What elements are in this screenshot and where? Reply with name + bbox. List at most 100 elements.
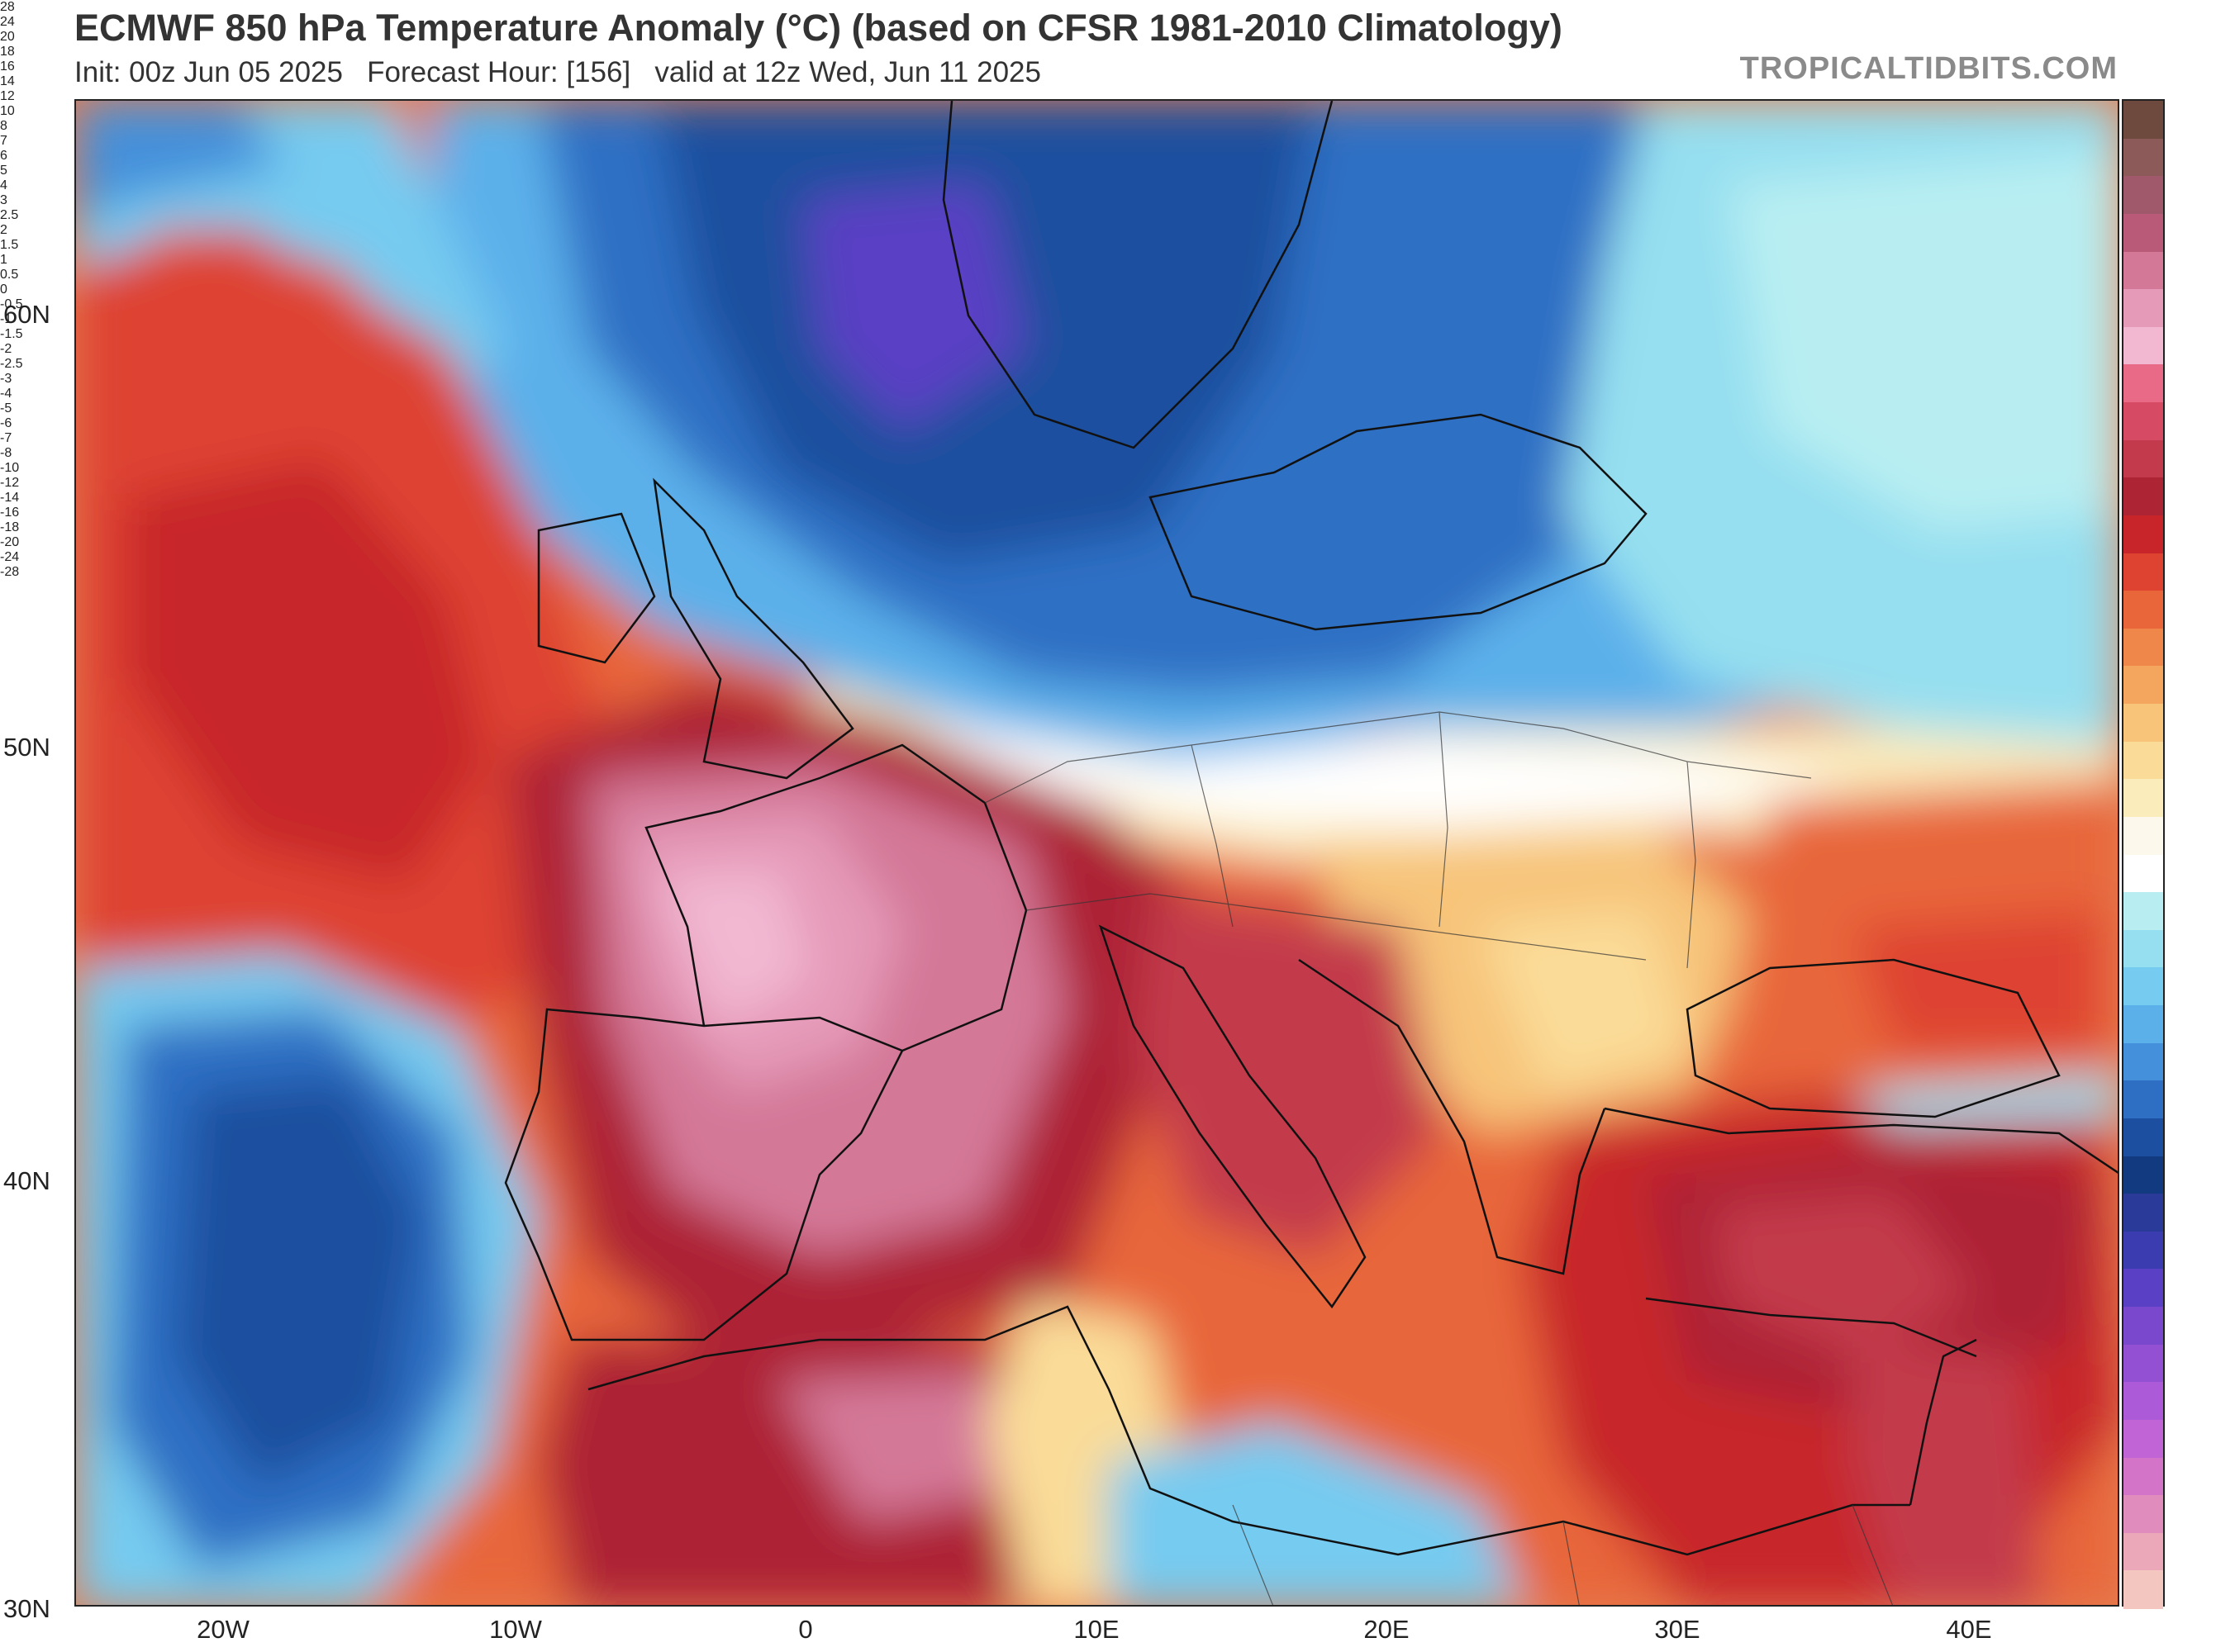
- colorbar-segment: [2123, 1080, 2163, 1119]
- colorbar-segment: [2123, 666, 2163, 705]
- colorbar-segment: [2123, 251, 2163, 291]
- colorbar-label: -14: [0, 491, 20, 505]
- colorbar-segment: [2123, 929, 2163, 969]
- colorbar-label: 10: [0, 104, 15, 118]
- lon-label-10e: 10E: [1073, 1615, 1120, 1644]
- colorbar-segment: [2123, 1005, 2163, 1044]
- colorbar-segment: [2123, 1532, 2163, 1572]
- colorbar-segment: [2123, 1231, 2163, 1270]
- colorbar-segment: [2123, 553, 2163, 592]
- colorbar-label: -7: [0, 431, 12, 445]
- colorbar-label: -4: [0, 387, 12, 401]
- colorbar-segment: [2123, 1118, 2163, 1157]
- map-canvas: [76, 101, 2118, 1605]
- colorbar-label: -16: [0, 506, 20, 520]
- colorbar-label: -8: [0, 446, 12, 460]
- colorbar-segment: [2123, 1307, 2163, 1346]
- colorbar-label: 18: [0, 45, 15, 59]
- colorbar-segment: [2123, 741, 2163, 781]
- colorbar-label: 2: [0, 223, 7, 237]
- colorbar-label: -1: [0, 312, 12, 326]
- colorbar-label: -10: [0, 461, 20, 475]
- border-icon: [984, 711, 1894, 1605]
- colorbar-label: -28: [0, 565, 20, 579]
- lon-label-40e: 40E: [1946, 1615, 1992, 1644]
- colorbar-segment: [2123, 326, 2163, 366]
- colorbar-label: -5: [0, 401, 12, 415]
- colorbar-segment: [2123, 967, 2163, 1006]
- colorbar-label: 0: [0, 282, 7, 297]
- lon-label-0: 0: [798, 1615, 813, 1644]
- colorbar-segment: [2123, 1042, 2163, 1082]
- colorbar-segment: [2123, 1419, 2163, 1459]
- lon-label-20w: 20W: [197, 1615, 250, 1644]
- colorbar-label: 1.5: [0, 238, 19, 252]
- colorbar-label: 2.5: [0, 208, 19, 222]
- lat-label-30n: 30N: [3, 1594, 50, 1623]
- brand-watermark: TROPICALTIDBITS.COM: [1739, 51, 2118, 86]
- colorbar-label: 14: [0, 74, 15, 88]
- colorbar-label: 16: [0, 59, 15, 74]
- colorbar-segment: [2123, 1194, 2163, 1232]
- colorbar-label: -1.5: [0, 327, 23, 341]
- colorbar-segment: [2123, 515, 2163, 554]
- colorbar-label: 12: [0, 89, 15, 103]
- colorbar-label: 7: [0, 134, 7, 148]
- anomaly-field: [76, 101, 2118, 1605]
- colorbar-label: -2: [0, 342, 12, 356]
- colorbar-label: -2.5: [0, 357, 23, 371]
- colorbar-label: 0.5: [0, 268, 19, 282]
- colorbar-label: 28: [0, 0, 15, 14]
- colorbar-labels: 28 24 20 18 16 14 12 10 8 7 6 5 4 3 2.5 2 1.5 1 0.5 0 -0.5 -1…: [0, 0, 2235, 580]
- colorbar-segment: [2123, 1269, 2163, 1308]
- lat-label-50n: 50N: [3, 733, 50, 762]
- colorbar-segment: [2123, 628, 2163, 667]
- colorbar-segment: [2123, 591, 2163, 629]
- lat-label-60n: 60N: [3, 300, 50, 329]
- colorbar-label: -0.5: [0, 297, 23, 311]
- colorbar-segment: [2123, 1156, 2163, 1195]
- colorbar-label: 3: [0, 193, 7, 207]
- colorbar-label: 8: [0, 119, 7, 133]
- chart-title: ECMWF 850 hPa Temperature Anomaly (°C) (…: [74, 7, 1562, 49]
- colorbar-label: 20: [0, 30, 15, 44]
- colorbar-label: -20: [0, 535, 20, 549]
- colorbar-segment: [2123, 439, 2163, 479]
- colorbar-segment: [2123, 1495, 2163, 1534]
- colorbar-segment: [2123, 1457, 2163, 1497]
- lat-label-40n: 40N: [3, 1166, 50, 1195]
- colorbar-segment: [2123, 1344, 2163, 1384]
- colorbar-segment: [2123, 1570, 2163, 1609]
- colorbar-segment: [2123, 138, 2163, 178]
- colorbar-segment: [2123, 854, 2163, 894]
- colorbar-segment: [2123, 289, 2163, 328]
- colorbar: [2122, 99, 2165, 1609]
- colorbar-segment: [2123, 892, 2163, 931]
- colorbar-segment: [2123, 213, 2163, 253]
- colorbar-label: 1: [0, 253, 7, 267]
- colorbar-segment: [2123, 704, 2163, 743]
- colorbar-segment: [2123, 402, 2163, 441]
- colorbar-segment: [2123, 364, 2163, 403]
- lon-label-20e: 20E: [1363, 1615, 1410, 1644]
- colorbar-label: 5: [0, 164, 7, 178]
- colorbar-segment: [2123, 101, 2163, 140]
- colorbar-segment: [2123, 1382, 2163, 1421]
- coastline-icon: [504, 101, 2118, 1556]
- lon-label-30e: 30E: [1654, 1615, 1700, 1644]
- colorbar-label: -3: [0, 372, 12, 386]
- colorbar-label: -24: [0, 550, 20, 564]
- colorbar-label: -6: [0, 416, 12, 430]
- colorbar-segment: [2123, 816, 2163, 856]
- colorbar-segment: [2123, 176, 2163, 215]
- forecast-subtitle: Init: 00z Jun 05 2025 Forecast Hour: [15…: [74, 56, 1041, 88]
- colorbar-label: -18: [0, 520, 20, 534]
- colorbar-label: 6: [0, 149, 7, 163]
- colorbar-label: -12: [0, 476, 20, 490]
- colorbar-segment: [2123, 779, 2163, 818]
- colorbar-label: 24: [0, 15, 15, 29]
- lon-label-10w: 10W: [489, 1615, 542, 1644]
- temperature-anomaly-map: [74, 99, 2119, 1607]
- colorbar-label: 4: [0, 178, 7, 192]
- colorbar-segment: [2123, 477, 2163, 516]
